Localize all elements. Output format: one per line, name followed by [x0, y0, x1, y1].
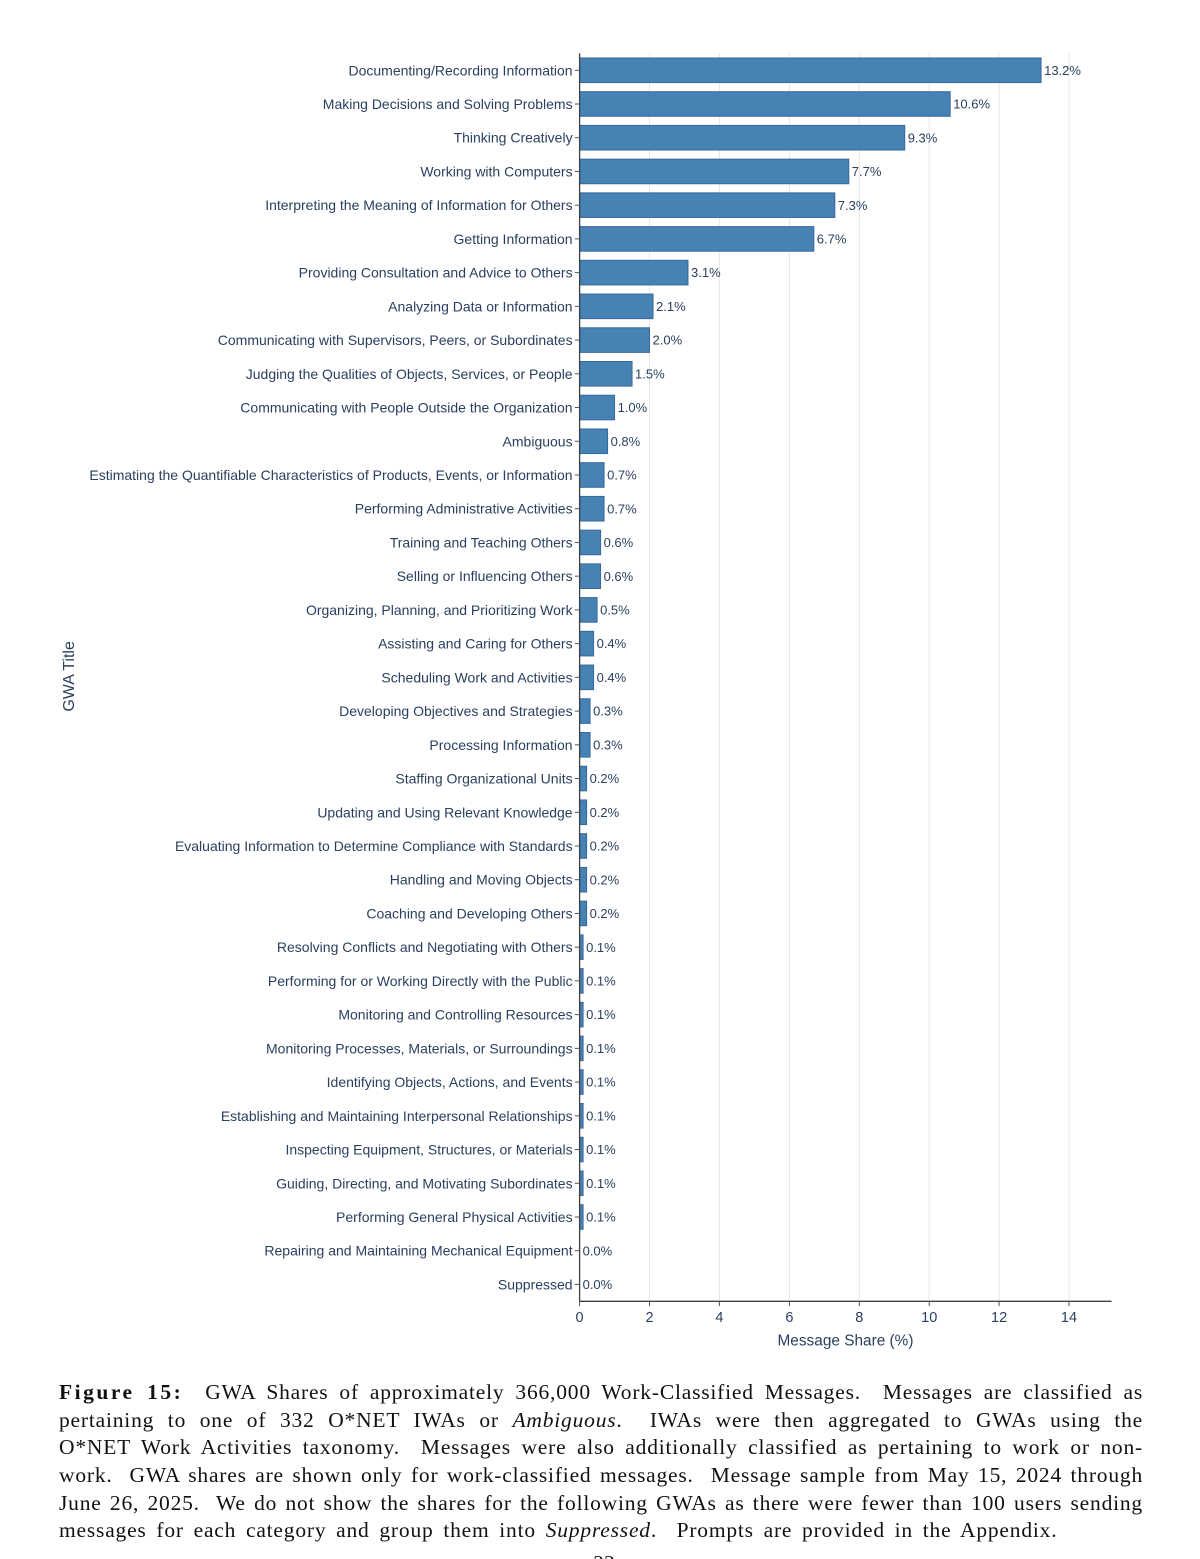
svg-text:Suppressed: Suppressed — [498, 1276, 573, 1292]
svg-text:1.0%: 1.0% — [618, 400, 648, 415]
svg-text:Documenting/Recording Informat: Documenting/Recording Information — [348, 62, 572, 78]
svg-text:Communicating with People Outs: Communicating with People Outside the Or… — [240, 400, 572, 416]
svg-text:0.2%: 0.2% — [590, 906, 620, 921]
svg-text:Monitoring and Controlling Res: Monitoring and Controlling Resources — [338, 1007, 572, 1023]
svg-text:0.7%: 0.7% — [607, 501, 637, 516]
svg-text:0.6%: 0.6% — [604, 569, 634, 584]
svg-text:Estimating the Quantifiable Ch: Estimating the Quantifiable Characterist… — [89, 467, 572, 483]
svg-text:10: 10 — [921, 1310, 937, 1326]
svg-text:0: 0 — [576, 1310, 584, 1326]
svg-text:0.2%: 0.2% — [590, 805, 620, 820]
svg-text:Analyzing Data or Information: Analyzing Data or Information — [388, 298, 572, 314]
svg-text:Guiding, Directing, and Motiva: Guiding, Directing, and Motivating Subor… — [276, 1175, 573, 1191]
svg-text:Scheduling Work and Activities: Scheduling Work and Activities — [381, 669, 572, 685]
svg-text:0.4%: 0.4% — [597, 636, 627, 651]
svg-text:Message Share (%): Message Share (%) — [777, 1333, 913, 1350]
svg-text:0.7%: 0.7% — [607, 468, 637, 483]
svg-text:0.3%: 0.3% — [593, 704, 623, 719]
svg-text:Organizing, Planning, and Prio: Organizing, Planning, and Prioritizing W… — [306, 602, 574, 618]
svg-text:Communicating with Supervisors: Communicating with Supervisors, Peers, o… — [218, 332, 573, 348]
svg-text:0.1%: 0.1% — [586, 1176, 616, 1191]
svg-text:3.1%: 3.1% — [691, 265, 721, 280]
svg-text:0.6%: 0.6% — [604, 535, 634, 550]
svg-text:Developing Objectives and Stra: Developing Objectives and Strategies — [339, 703, 572, 719]
svg-text:7.3%: 7.3% — [838, 198, 868, 213]
svg-text:14: 14 — [1061, 1310, 1077, 1326]
svg-text:Repairing and Maintaining Mech: Repairing and Maintaining Mechanical Equ… — [264, 1243, 572, 1259]
svg-text:GWA Title: GWA Title — [61, 641, 78, 712]
svg-text:13.2%: 13.2% — [1044, 63, 1081, 78]
svg-text:0.0%: 0.0% — [583, 1277, 613, 1292]
svg-text:Evaluating Information to Dete: Evaluating Information to Determine Comp… — [175, 838, 573, 854]
svg-text:Training and Teaching Others: Training and Teaching Others — [390, 534, 573, 550]
svg-text:Performing Administrative Acti: Performing Administrative Activities — [355, 501, 573, 517]
svg-text:0.1%: 0.1% — [586, 1210, 616, 1225]
svg-text:6.7%: 6.7% — [817, 232, 847, 247]
svg-text:0.8%: 0.8% — [611, 434, 641, 449]
svg-text:0.4%: 0.4% — [597, 670, 627, 685]
svg-text:0.0%: 0.0% — [583, 1243, 613, 1258]
svg-text:Resolving Conflicts and Negoti: Resolving Conflicts and Negotiating with… — [277, 939, 573, 955]
svg-text:9.3%: 9.3% — [908, 130, 938, 145]
svg-text:Staffing Organizational Units: Staffing Organizational Units — [395, 771, 572, 787]
svg-text:0.1%: 0.1% — [586, 1142, 616, 1157]
svg-text:2.1%: 2.1% — [656, 299, 686, 314]
svg-text:Providing Consultation and Adv: Providing Consultation and Advice to Oth… — [299, 265, 573, 281]
svg-text:Updating and Using Relevant Kn: Updating and Using Relevant Knowledge — [317, 804, 572, 820]
svg-text:4: 4 — [715, 1310, 723, 1326]
svg-text:0.1%: 0.1% — [586, 1007, 616, 1022]
svg-text:Monitoring Processes, Material: Monitoring Processes, Materials, or Surr… — [266, 1040, 573, 1056]
svg-text:0.3%: 0.3% — [593, 737, 623, 752]
svg-text:Interpreting the Meaning of In: Interpreting the Meaning of Information … — [265, 197, 572, 213]
svg-text:0.1%: 0.1% — [586, 940, 616, 955]
svg-text:0.1%: 0.1% — [586, 1075, 616, 1090]
svg-text:2: 2 — [645, 1310, 653, 1326]
svg-text:10.6%: 10.6% — [953, 97, 990, 112]
svg-text:Thinking Creatively: Thinking Creatively — [454, 130, 573, 146]
svg-text:Assisting and Caring for Other: Assisting and Caring for Others — [378, 636, 573, 652]
svg-text:2.0%: 2.0% — [653, 333, 683, 348]
svg-text:12: 12 — [991, 1310, 1007, 1326]
svg-text:0.1%: 0.1% — [586, 973, 616, 988]
svg-text:Performing for or Working Dire: Performing for or Working Directly with … — [268, 973, 573, 989]
svg-text:0.1%: 0.1% — [586, 1041, 616, 1056]
svg-text:Processing Information: Processing Information — [429, 737, 572, 753]
svg-text:Judging the Qualities of Objec: Judging the Qualities of Objects, Servic… — [246, 366, 573, 382]
svg-text:0.2%: 0.2% — [590, 872, 620, 887]
svg-text:7.7%: 7.7% — [852, 164, 882, 179]
svg-text:1.5%: 1.5% — [635, 366, 665, 381]
svg-text:Ambiguous: Ambiguous — [503, 433, 573, 449]
svg-text:Making Decisions and Solving P: Making Decisions and Solving Problems — [323, 96, 573, 112]
svg-text:0.1%: 0.1% — [586, 1108, 616, 1123]
svg-text:Establishing and Maintaining I: Establishing and Maintaining Interperson… — [221, 1108, 573, 1124]
svg-text:8: 8 — [855, 1310, 863, 1326]
svg-text:Getting Information: Getting Information — [454, 231, 573, 247]
svg-text:Inspecting Equipment, Structur: Inspecting Equipment, Structures, or Mat… — [285, 1142, 572, 1158]
svg-text:0.2%: 0.2% — [590, 839, 620, 854]
svg-text:Handling and Moving Objects: Handling and Moving Objects — [390, 872, 573, 888]
svg-text:Working with Computers: Working with Computers — [420, 163, 572, 179]
svg-text:Performing General Physical Ac: Performing General Physical Activities — [336, 1209, 573, 1225]
svg-text:0.5%: 0.5% — [600, 603, 630, 618]
svg-text:0.2%: 0.2% — [590, 771, 620, 786]
svg-text:Identifying Objects, Actions,: Identifying Objects, Actions, and Events — [327, 1074, 573, 1090]
svg-text:Coaching and Developing Others: Coaching and Developing Others — [366, 905, 572, 921]
svg-text:Selling or Influencing Others: Selling or Influencing Others — [397, 568, 573, 584]
svg-text:6: 6 — [785, 1310, 793, 1326]
